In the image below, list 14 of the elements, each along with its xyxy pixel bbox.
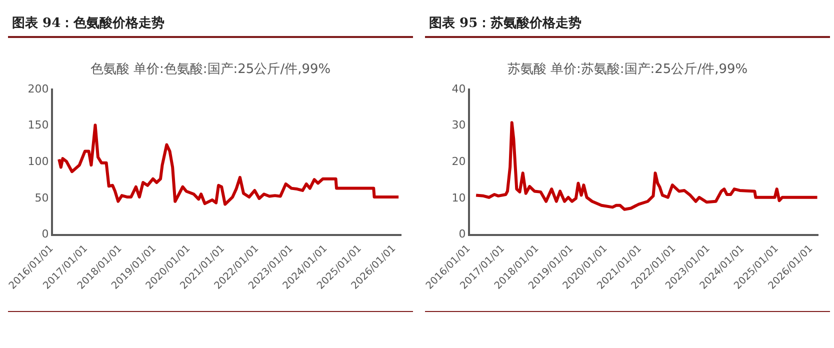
chart-title: 图表 94：色氨酸价格走势 (8, 8, 413, 38)
y-tick-label: 40 (452, 82, 466, 96)
y-tick-label: 200 (28, 82, 49, 96)
y-tick-label: 0 (42, 228, 49, 241)
y-tick-label: 50 (34, 191, 49, 204)
y-tick-label: 30 (452, 118, 466, 132)
chart-subtitle: 色氨酸 单价:色氨酸:国产:25公斤/件,99% (89, 61, 332, 78)
y-tick-label: 150 (28, 118, 49, 132)
y-tick-label: 10 (452, 191, 466, 204)
y-tick-label: 20 (452, 155, 466, 168)
chart-title: 图表 95：苏氨酸价格走势 (425, 8, 830, 38)
chart-subtitle: 苏氨酸 单价:苏氨酸:国产:25公斤/件,99% (506, 61, 749, 78)
y-tick-label: 100 (28, 155, 49, 168)
y-tick-label: 0 (458, 228, 466, 241)
